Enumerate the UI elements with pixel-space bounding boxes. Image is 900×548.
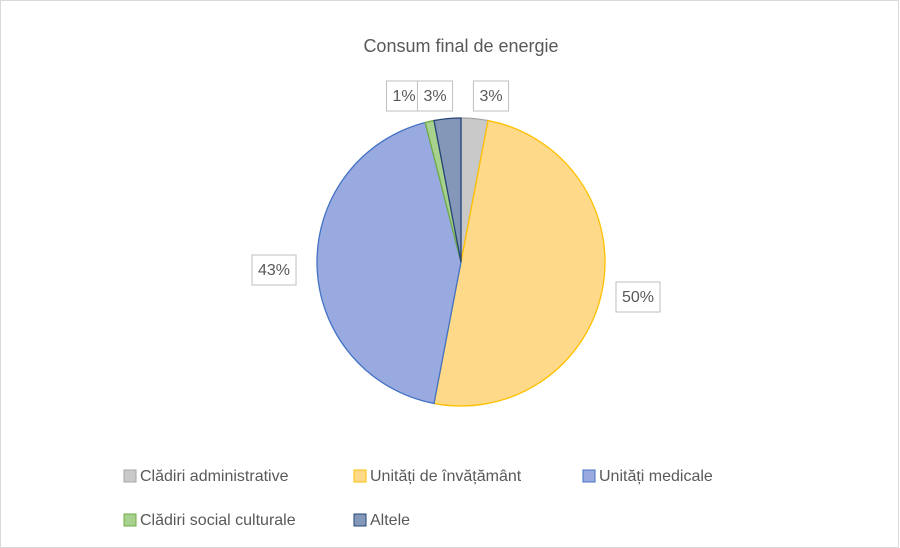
legend-swatch	[582, 469, 596, 483]
data-label: 3%	[423, 88, 446, 105]
data-label: 1%	[392, 88, 415, 105]
data-label: 43%	[258, 262, 290, 279]
legend-label: Altele	[370, 512, 410, 529]
legend-swatch	[353, 513, 367, 527]
data-label-box	[251, 254, 297, 286]
legend-label: Unități medicale	[599, 468, 713, 485]
legend-label: Clădiri administrative	[140, 468, 289, 485]
pie-slice	[433, 117, 462, 263]
data-label: 3%	[479, 88, 502, 105]
legend-label: Clădiri social culturale	[140, 512, 296, 529]
data-label-box	[615, 281, 661, 313]
legend-label: Unități de învățământ	[370, 468, 522, 485]
legend-swatch	[353, 469, 367, 483]
pie-slice	[316, 121, 462, 405]
data-label-box	[472, 80, 510, 112]
data-label-box	[416, 80, 454, 112]
legend-swatch	[123, 469, 137, 483]
data-label-box	[385, 80, 423, 112]
pie-slice	[433, 119, 606, 407]
data-label: 50%	[622, 289, 654, 306]
legend-swatch	[123, 513, 137, 527]
chart-title: Consum final de energie	[363, 36, 558, 56]
